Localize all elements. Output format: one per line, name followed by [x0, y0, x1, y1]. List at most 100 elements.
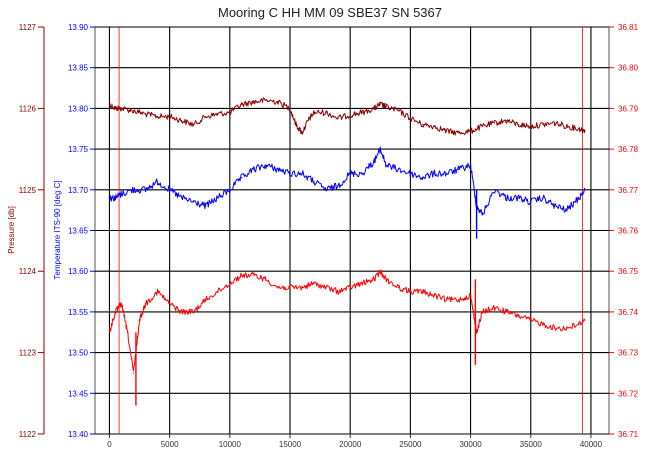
data-point — [554, 327, 556, 329]
pressure-tick-label: 1127 — [19, 23, 37, 32]
data-point — [578, 323, 580, 325]
data-point — [301, 132, 303, 134]
data-point — [361, 282, 363, 285]
data-point — [337, 117, 339, 119]
data-point — [469, 295, 472, 297]
temperature-tick-label: 13.50 — [68, 349, 89, 358]
data-point — [349, 286, 351, 289]
temperature-tick-label: 13.80 — [68, 104, 89, 113]
data-point — [578, 197, 580, 199]
data-point — [229, 189, 231, 191]
x-tick-label: 5000 — [161, 440, 179, 449]
data-point — [307, 120, 309, 122]
data-point — [409, 172, 411, 175]
marker-lines — [118, 27, 583, 434]
data-point — [108, 331, 111, 333]
data-point — [169, 115, 171, 118]
temperature-tick-label: 13.45 — [68, 389, 89, 398]
temperature-axis-label: Temperature ITS-90 [deg C] — [53, 180, 62, 279]
data-point — [193, 201, 195, 203]
data-point — [265, 99, 267, 101]
data-point — [542, 197, 544, 199]
data-point — [313, 111, 315, 114]
pressure-tick-label: 1122 — [19, 430, 37, 439]
data-point — [205, 115, 207, 118]
temperature-tick-label: 13.40 — [68, 430, 89, 439]
data-point — [421, 124, 424, 126]
data-point — [494, 189, 496, 191]
series-layer — [108, 97, 586, 406]
x-tick-label: 30000 — [459, 440, 482, 449]
data-point — [241, 176, 243, 179]
data-point — [301, 172, 303, 175]
data-point — [156, 115, 159, 118]
data-point — [373, 278, 375, 280]
data-point — [385, 164, 387, 166]
series-line — [108, 269, 586, 372]
grid — [95, 26, 609, 435]
data-point — [482, 125, 484, 127]
data-point — [385, 106, 387, 108]
data-point — [120, 303, 123, 305]
data-point — [108, 197, 111, 199]
data-point — [253, 168, 255, 171]
data-point — [217, 290, 219, 293]
data-point — [554, 205, 556, 207]
data-point — [542, 323, 544, 325]
data-point — [114, 197, 117, 199]
data-point — [265, 164, 267, 166]
third-axis-tick-label: 36.71 — [618, 430, 639, 439]
data-point — [132, 110, 135, 112]
data-point — [144, 303, 147, 305]
data-point — [566, 327, 568, 329]
data-point — [277, 286, 279, 289]
data-point — [120, 193, 123, 195]
data-point — [217, 113, 219, 115]
data-point — [584, 319, 586, 321]
data-point — [253, 274, 255, 276]
data-point — [566, 209, 568, 211]
data-point — [241, 103, 243, 105]
x-tick-label: 35000 — [520, 440, 543, 449]
data-point — [265, 278, 267, 280]
data-point — [542, 124, 544, 126]
third-axis-tick-label: 36.81 — [618, 23, 639, 32]
data-point — [114, 107, 117, 109]
data-point — [361, 172, 363, 175]
pressure-tick-label: 1125 — [19, 186, 37, 195]
series-pressure — [108, 97, 586, 136]
data-point — [373, 107, 375, 109]
data-point — [469, 164, 472, 166]
data-point — [289, 107, 291, 109]
data-point — [554, 122, 556, 124]
data-point — [530, 125, 532, 127]
data-point — [325, 286, 327, 289]
pressure-tick-label: 1126 — [19, 104, 37, 113]
series-line — [108, 97, 586, 136]
data-point — [457, 168, 460, 171]
data-point — [518, 315, 520, 317]
data-point — [433, 295, 436, 297]
data-point — [494, 307, 496, 309]
x-tick-label: 15000 — [279, 440, 302, 449]
data-point — [132, 372, 135, 374]
data-point — [229, 111, 231, 114]
third-axis-tick-label: 36.74 — [618, 308, 639, 317]
data-point — [337, 290, 339, 293]
data-point — [301, 286, 303, 289]
data-point — [409, 290, 411, 293]
data-point — [169, 189, 171, 191]
data-point — [445, 299, 448, 301]
data-point — [241, 274, 243, 276]
temperature-tick-label: 13.70 — [68, 186, 89, 195]
data-point — [325, 111, 327, 114]
data-point — [349, 114, 351, 116]
data-point — [506, 197, 508, 199]
third-axis-tick-label: 36.79 — [618, 104, 639, 113]
data-point — [506, 120, 508, 122]
x-tick-label: 20000 — [339, 440, 362, 449]
data-point — [253, 101, 255, 103]
temperature-tick-label: 13.60 — [68, 267, 89, 276]
data-point — [506, 311, 508, 313]
axes: 1127 1126 1125 1124 1123 1122 13.90 13.85 13.80 1… — [19, 23, 639, 449]
